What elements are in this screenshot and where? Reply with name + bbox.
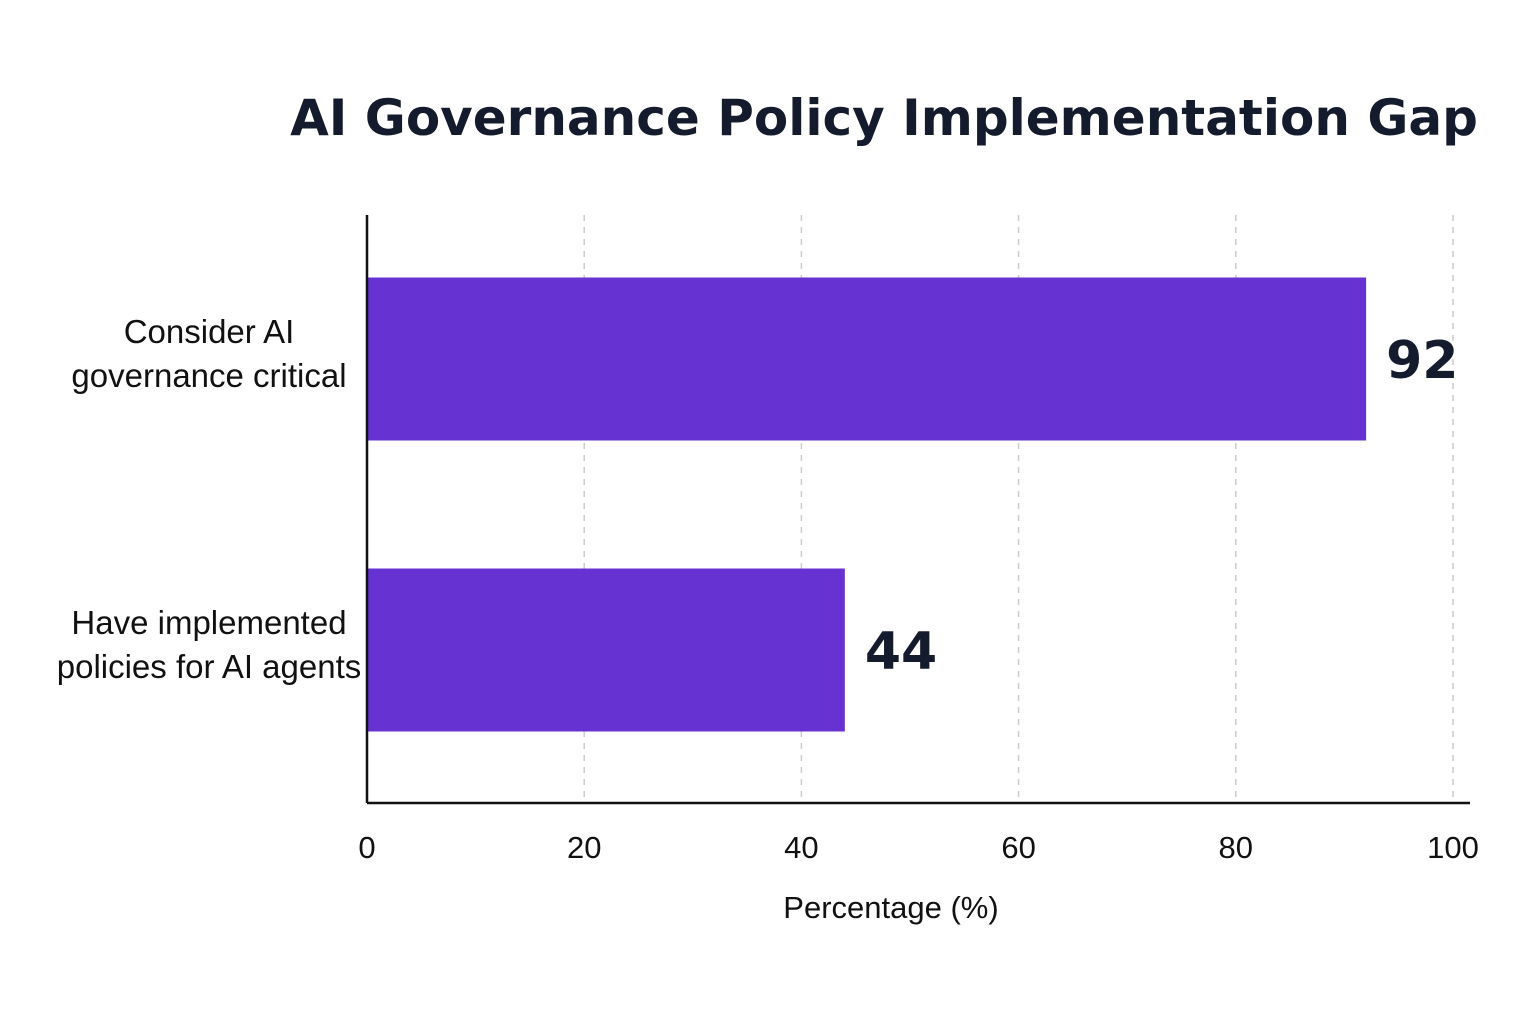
category-label-1: Have implemented policies for AI agents xyxy=(57,604,362,685)
x-axis-title: Percentage (%) xyxy=(783,890,998,925)
x-tick-labels: 0 20 40 60 80 100 xyxy=(358,830,1478,865)
axes xyxy=(365,215,1470,805)
category-label-1-line-0: Have implemented xyxy=(71,604,346,641)
x-tick-label-20: 20 xyxy=(567,830,601,865)
category-label-1-line-1: policies for AI agents xyxy=(57,648,362,685)
data-labels: 92 44 xyxy=(865,331,1459,682)
data-label-1: 44 xyxy=(865,622,937,682)
x-tick-label-80: 80 xyxy=(1219,830,1253,865)
chart-title: AI Governance Policy Implementation Gap xyxy=(290,89,1478,147)
bar-0 xyxy=(367,277,1367,441)
x-tick-label-0: 0 xyxy=(358,830,375,865)
category-labels: Consider AI governance critical Have imple… xyxy=(57,313,362,685)
x-tick-label-60: 60 xyxy=(1001,830,1035,865)
category-label-0-line-1: governance critical xyxy=(71,357,346,394)
category-label-0-line-0: Consider AI xyxy=(124,313,295,350)
bars xyxy=(367,277,1367,732)
data-label-0: 92 xyxy=(1386,331,1458,391)
x-tick-label-40: 40 xyxy=(784,830,818,865)
x-tick-label-100: 100 xyxy=(1427,830,1479,865)
bar-1 xyxy=(367,568,845,732)
category-label-0: Consider AI governance critical xyxy=(71,313,346,394)
